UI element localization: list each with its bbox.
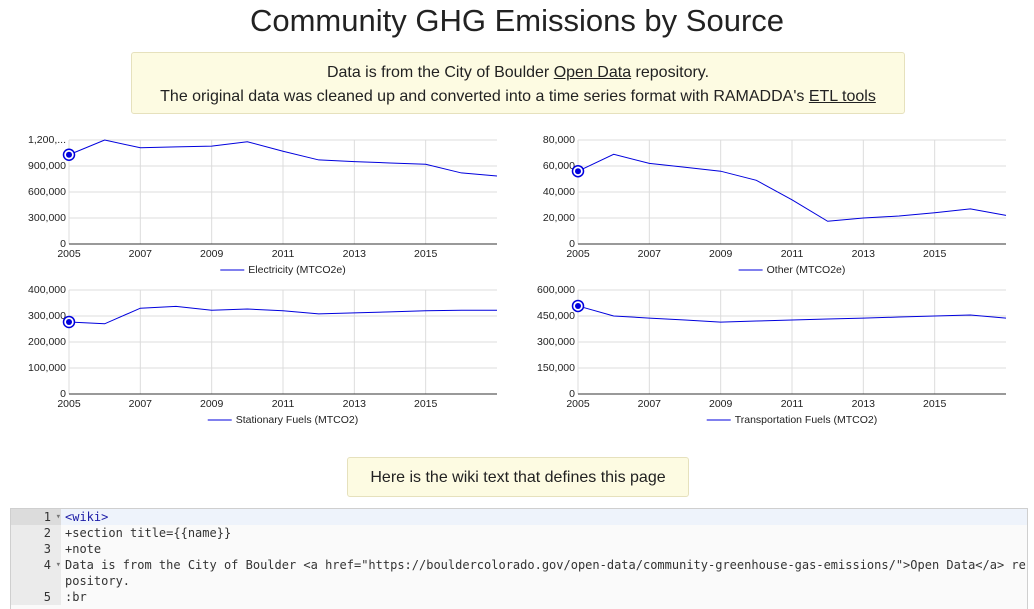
code-line: 1<wiki> xyxy=(11,509,1027,525)
series-line xyxy=(577,305,1007,323)
code-line: 4Data is from the City of Boulder <a hre… xyxy=(11,557,1027,589)
code-text: <wiki> xyxy=(61,509,1027,525)
x-tick-label: 2015 xyxy=(414,248,438,260)
note-text: Data is from the City of Boulder xyxy=(326,64,550,81)
y-tick-label: 300,000 xyxy=(28,310,66,322)
y-tick-label: 0 xyxy=(60,238,66,250)
x-tick-label: 2009 xyxy=(200,248,224,260)
y-tick-label: 600,000 xyxy=(28,186,66,198)
series-line xyxy=(577,153,1007,222)
legend-label: Other (MTCO2e) xyxy=(767,264,846,276)
y-tick-label: 20,000 xyxy=(543,212,575,224)
y-tick-label: 40,000 xyxy=(543,186,575,198)
code-editor[interactable]: 1<wiki>2+section title={{name}}3+note4Da… xyxy=(10,508,1028,609)
x-tick-label: 2011 xyxy=(781,398,804,410)
code-text: Data is from the City of Boulder <a href… xyxy=(65,558,1026,588)
wiki-note: Here is the wiki text that defines this … xyxy=(347,457,689,497)
x-tick-label: 2013 xyxy=(343,248,367,260)
code-text: +note xyxy=(65,542,102,556)
link[interactable]: Open Data xyxy=(553,64,632,81)
x-tick-label: 2005 xyxy=(57,398,81,410)
line-number: 4 xyxy=(11,557,61,589)
charts: 0 300,000 600,000 900,000 1,200,... 2005 2007 2… xyxy=(28,134,1007,426)
x-tick-label: 2007 xyxy=(129,248,153,260)
y-tick-label: 400,000 xyxy=(28,284,66,296)
point-marker-dot xyxy=(575,168,581,175)
x-tick-label: 2007 xyxy=(638,398,662,410)
y-tick-label: 450,000 xyxy=(537,310,575,322)
x-tick-label: 2013 xyxy=(343,398,367,410)
note-text: The original data was cleaned up and con… xyxy=(160,88,805,105)
x-tick-label: 2009 xyxy=(200,398,224,410)
code-line: 5 :br xyxy=(11,589,1027,605)
x-tick-label: 2009 xyxy=(709,398,733,410)
line-number: 5 xyxy=(11,589,61,605)
y-tick-label: 0 xyxy=(60,388,66,400)
x-tick-label: 2007 xyxy=(129,398,153,410)
code-line: 3 +note xyxy=(11,541,1027,557)
legend: Transportation Fuels (MTCO2) xyxy=(706,414,878,426)
y-tick-label: 1,200,... xyxy=(28,134,66,146)
point-marker-dot xyxy=(575,302,581,309)
y-tick-label: 150,000 xyxy=(537,362,575,374)
y-tick-label: 0 xyxy=(569,388,575,400)
note-line: The original data was cleaned up and con… xyxy=(132,85,904,109)
series-line xyxy=(68,305,497,325)
y-tick-label: 600,000 xyxy=(537,284,575,296)
code-text: :br xyxy=(65,590,87,604)
x-tick-label: 2009 xyxy=(709,248,733,260)
x-tick-label: 2015 xyxy=(923,248,947,260)
legend-label: Transportation Fuels (MTCO2) xyxy=(735,414,878,426)
y-tick-label: 80,000 xyxy=(543,134,575,146)
legend-label: Electricity (MTCO2e) xyxy=(248,264,345,276)
y-tick-label: 0 xyxy=(569,238,575,250)
x-tick-label: 2011 xyxy=(272,248,295,260)
x-tick-label: 2011 xyxy=(781,248,804,260)
legend: Electricity (MTCO2e) xyxy=(220,264,346,276)
y-tick-label: 100,000 xyxy=(28,362,66,374)
y-tick-label: 60,000 xyxy=(543,160,575,172)
point-marker-dot xyxy=(66,151,72,158)
line-number: 1 xyxy=(11,509,61,525)
line-number: 2 xyxy=(11,525,61,541)
y-tick-label: 300,000 xyxy=(28,212,66,224)
x-tick-label: 2013 xyxy=(852,248,876,260)
note-text: repository. xyxy=(635,64,710,81)
legend-label: Stationary Fuels (MTCO2) xyxy=(236,414,359,426)
x-tick-label: 2011 xyxy=(272,398,295,410)
legend: Other (MTCO2e) xyxy=(738,264,846,276)
y-tick-label: 900,000 xyxy=(28,160,66,172)
x-tick-label: 2007 xyxy=(638,248,662,260)
y-tick-label: 300,000 xyxy=(537,336,575,348)
series-line xyxy=(68,139,498,177)
legend: Stationary Fuels (MTCO2) xyxy=(207,414,359,426)
page-title: Community GHG Emissions by Source xyxy=(249,3,785,38)
note-line: Data is from the City of Boulder Open Da… xyxy=(132,61,904,85)
x-tick-label: 2005 xyxy=(566,248,590,260)
code-text: +section title={{name}} xyxy=(65,526,232,540)
note-box: Data is from the City of Boulder Open Da… xyxy=(131,52,905,114)
code-line: 2 +section title={{name}} xyxy=(11,525,1027,541)
x-tick-label: 2013 xyxy=(852,398,876,410)
y-tick-label: 200,000 xyxy=(28,336,66,348)
x-tick-label: 2005 xyxy=(566,398,590,410)
x-tick-label: 2015 xyxy=(414,398,438,410)
point-marker-dot xyxy=(66,318,72,325)
line-number: 3 xyxy=(11,541,61,557)
x-tick-label: 2005 xyxy=(57,248,81,260)
x-tick-label: 2015 xyxy=(923,398,947,410)
link[interactable]: ETL tools xyxy=(808,88,876,105)
